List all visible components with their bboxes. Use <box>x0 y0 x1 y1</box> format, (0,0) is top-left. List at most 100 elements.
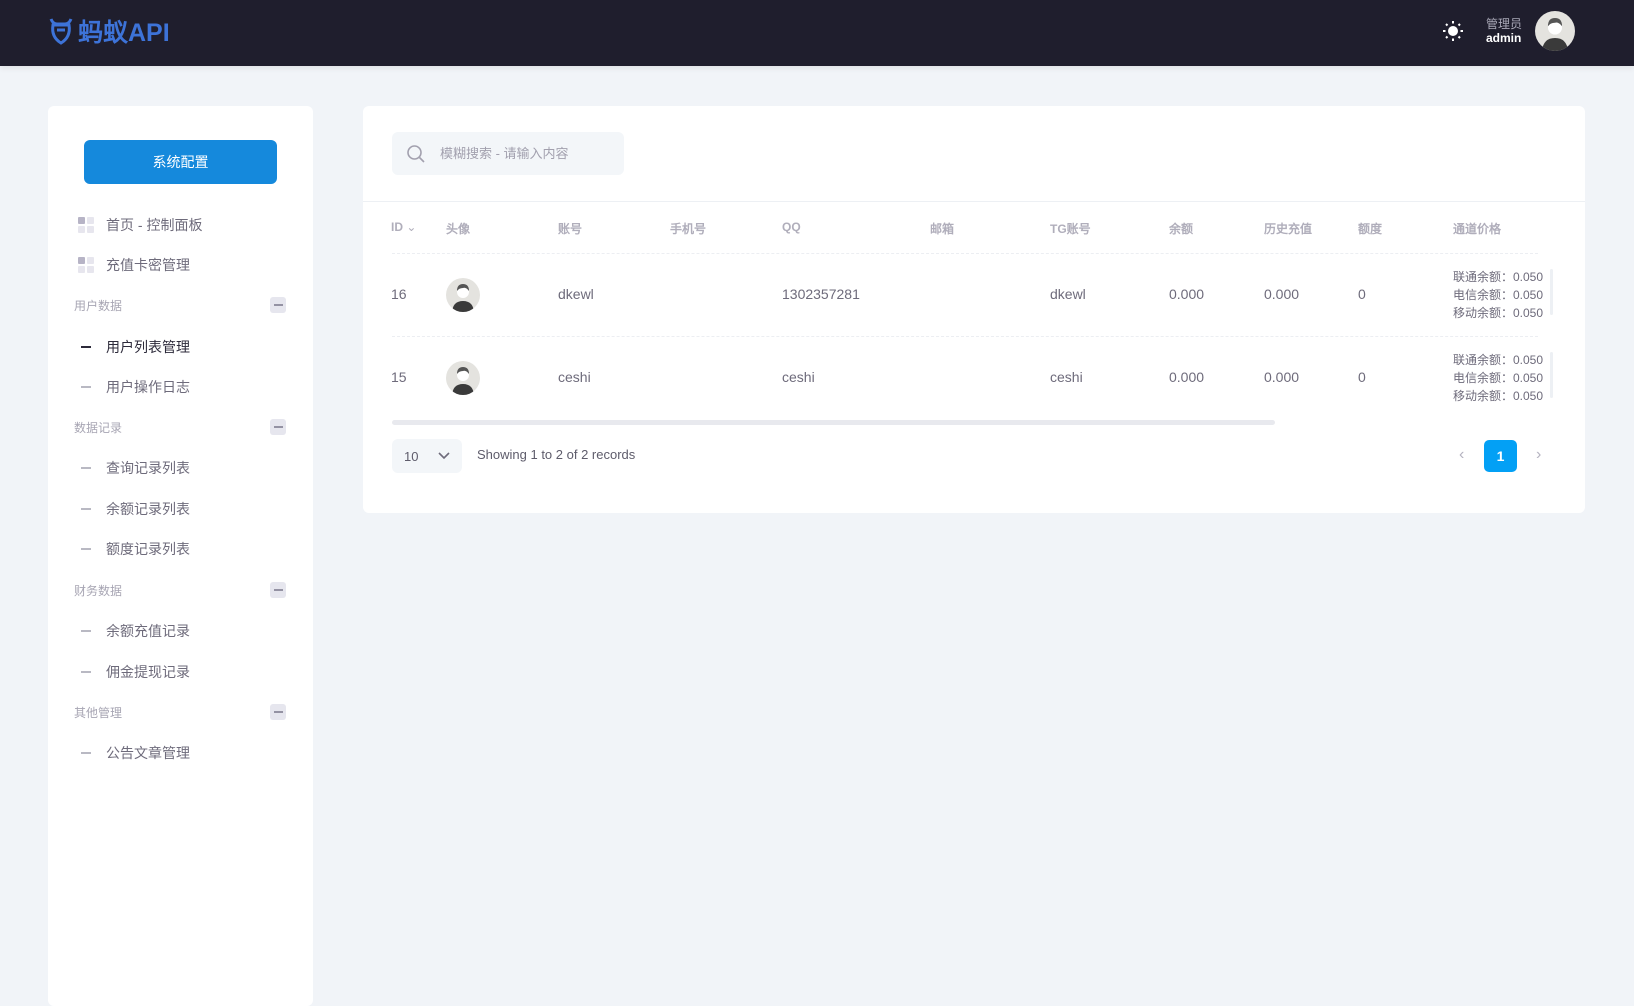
cell-tg: dkewl <box>1050 286 1086 302</box>
collapse-icon[interactable] <box>270 582 286 598</box>
group-finance-data: 财务数据 <box>74 580 286 600</box>
sidebar-item-label: 额度记录列表 <box>106 541 190 557</box>
column-header-tg: TG账号 <box>1050 222 1091 236</box>
sidebar-item-articles[interactable]: 公告文章管理 <box>74 741 190 765</box>
cell-quota: 0 <box>1358 286 1366 302</box>
next-page-icon[interactable]: › <box>1536 446 1542 463</box>
dashboard-icon <box>78 217 94 233</box>
channel-price-line: 移动余额：0.050 <box>1453 306 1544 320</box>
cell-id: 15 <box>391 369 407 385</box>
channel-price-line: 联通余额：0.050 <box>1453 270 1544 284</box>
dash-icon <box>81 752 91 754</box>
grid-icon <box>78 257 94 273</box>
sidebar-item-label: 佣金提现记录 <box>106 664 190 680</box>
cell-tg: ceshi <box>1050 369 1083 385</box>
cell-qq: 1302357281 <box>782 286 860 302</box>
row-divider <box>392 336 1538 337</box>
sidebar-item-user-log[interactable]: 用户操作日志 <box>74 375 190 399</box>
column-header-balance: 余额 <box>1169 222 1194 236</box>
collapse-icon[interactable] <box>270 297 286 313</box>
sidebar-item-withdraw-records[interactable]: 佣金提现记录 <box>74 660 190 684</box>
cell-history: 0.000 <box>1264 369 1300 385</box>
sidebar-item-recharge-cards[interactable]: 充值卡密管理 <box>74 253 190 277</box>
dash-icon <box>81 630 91 632</box>
column-header-avatar: 头像 <box>446 222 471 236</box>
row-divider <box>392 253 1538 254</box>
sidebar-item-quota-records[interactable]: 额度记录列表 <box>74 537 190 561</box>
logo-text: 蚂蚁API <box>78 19 170 47</box>
sidebar: 系统配置 首页 - 控制面板 充值卡密管理 用户数据 用户列表管理 用户操作日志… <box>48 106 313 1006</box>
sun-icon[interactable] <box>1443 21 1463 41</box>
chevron-down-icon <box>438 452 450 460</box>
sidebar-item-label: 余额记录列表 <box>106 501 190 517</box>
user-role: 管理员 <box>1486 17 1523 31</box>
username: admin <box>1486 31 1522 45</box>
cell-scrollbar[interactable] <box>1550 352 1553 398</box>
user-avatar[interactable] <box>1535 11 1575 51</box>
cell-balance: 0.000 <box>1169 369 1205 385</box>
group-title: 数据记录 <box>74 420 123 435</box>
sidebar-item-label: 查询记录列表 <box>106 460 190 476</box>
sidebar-item-label: 余额充值记录 <box>106 623 190 639</box>
group-title: 财务数据 <box>74 583 123 598</box>
column-header-id[interactable]: ID ⌄ <box>391 220 417 234</box>
sidebar-item-label: 公告文章管理 <box>106 745 190 761</box>
cell-account: dkewl <box>558 286 594 302</box>
column-header-phone: 手机号 <box>670 222 707 236</box>
collapse-icon[interactable] <box>270 704 286 720</box>
horizontal-scrollbar[interactable] <box>392 420 1275 425</box>
cell-qq: ceshi <box>782 369 815 385</box>
sort-chevron-icon: ⌄ <box>406 220 417 234</box>
search-box[interactable] <box>392 132 624 175</box>
cell-account: ceshi <box>558 369 591 385</box>
channel-price-line: 移动余额：0.050 <box>1453 389 1544 403</box>
column-header-qq: QQ <box>782 220 801 234</box>
cell-scrollbar[interactable] <box>1550 269 1553 315</box>
cell-quota: 0 <box>1358 369 1366 385</box>
channel-price-line: 电信余额：0.050 <box>1453 371 1544 385</box>
sidebar-item-label: 首页 - 控制面板 <box>106 217 203 233</box>
group-user-data: 用户数据 <box>74 295 286 315</box>
records-info: Showing 1 to 2 of 2 records <box>477 447 636 462</box>
ant-logo-icon <box>49 18 73 45</box>
sidebar-item-label: 充值卡密管理 <box>106 257 190 273</box>
search-icon <box>407 144 425 163</box>
column-header-quota: 额度 <box>1358 222 1383 236</box>
dash-icon <box>81 548 91 550</box>
dash-icon <box>81 386 91 388</box>
sidebar-item-balance-records[interactable]: 余额记录列表 <box>74 497 190 521</box>
group-data-records: 数据记录 <box>74 417 286 437</box>
sidebar-item-dashboard[interactable]: 首页 - 控制面板 <box>74 213 202 237</box>
logo[interactable]: 蚂蚁API <box>48 14 170 48</box>
collapse-icon[interactable] <box>270 419 286 435</box>
avatar <box>446 278 480 312</box>
sidebar-item-query-records[interactable]: 查询记录列表 <box>74 456 190 480</box>
sidebar-item-label: 用户操作日志 <box>106 379 190 395</box>
system-config-button[interactable]: 系统配置 <box>84 140 277 184</box>
column-header-channel-price: 通道价格 <box>1453 222 1502 236</box>
prev-page-icon[interactable]: ‹ <box>1459 446 1465 463</box>
cell-id: 16 <box>391 286 407 302</box>
page-size-select[interactable]: 10 <box>392 439 462 473</box>
user-table-card: ID ⌄ 头像 账号 手机号 QQ 邮箱 TG账号 余额 历史充值 额度 通道价… <box>363 106 1585 513</box>
channel-price-line: 联通余额：0.050 <box>1453 353 1544 367</box>
column-header-email: 邮箱 <box>930 222 955 236</box>
column-header-account: 账号 <box>558 222 583 236</box>
column-header-history: 历史充值 <box>1264 222 1313 236</box>
page-1-button[interactable]: 1 <box>1484 440 1517 472</box>
channel-price-line: 电信余额：0.050 <box>1453 288 1544 302</box>
dash-icon <box>81 346 91 348</box>
sidebar-item-recharge-records[interactable]: 余额充值记录 <box>74 619 190 643</box>
search-input[interactable] <box>440 146 620 161</box>
dash-icon <box>81 467 91 469</box>
page-size-value: 10 <box>404 448 419 464</box>
group-title: 用户数据 <box>74 298 123 313</box>
cell-history: 0.000 <box>1264 286 1300 302</box>
sidebar-item-user-list[interactable]: 用户列表管理 <box>74 335 190 359</box>
avatar <box>446 361 480 395</box>
cell-balance: 0.000 <box>1169 286 1205 302</box>
top-navbar: 蚂蚁API 管理员 admin <box>0 0 1634 66</box>
sidebar-item-label: 用户列表管理 <box>106 339 190 355</box>
dash-icon <box>81 508 91 510</box>
group-title: 其他管理 <box>74 705 123 720</box>
